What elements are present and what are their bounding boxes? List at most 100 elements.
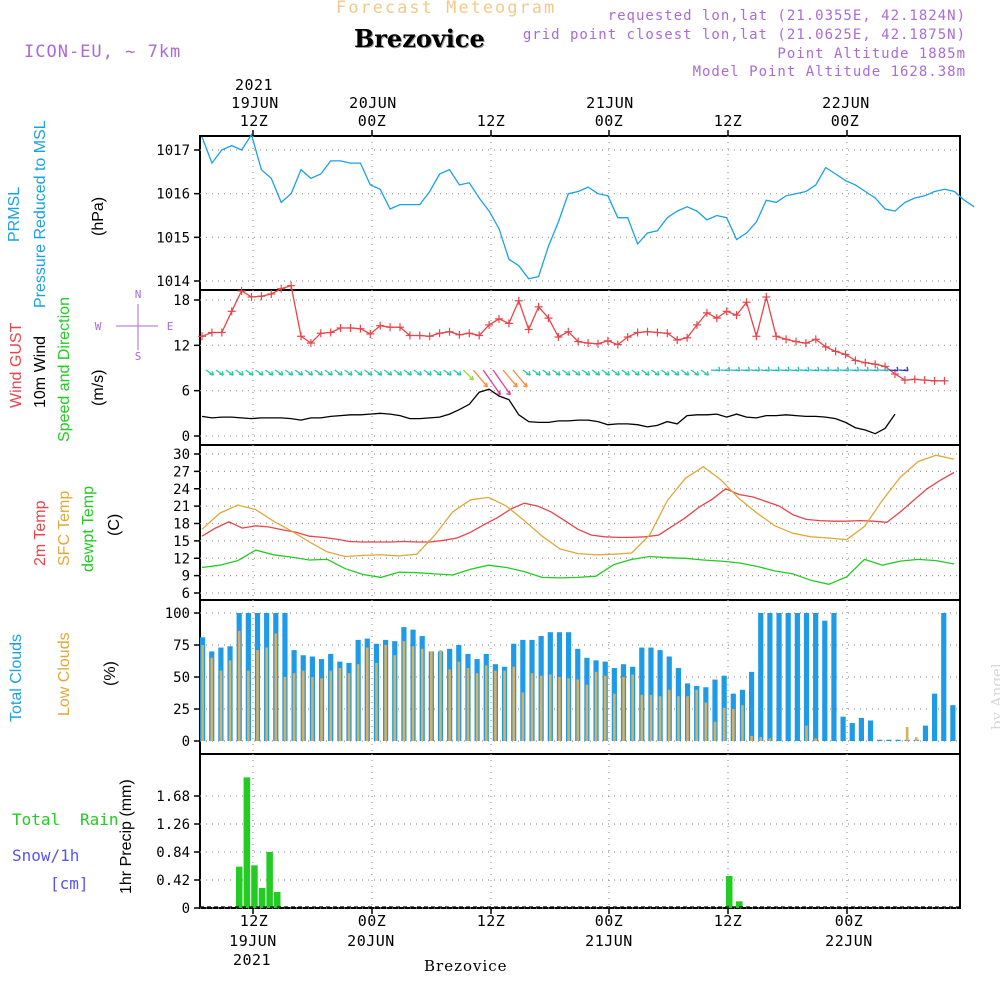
bar-low-clouds-38 [549, 674, 552, 741]
bar-low-clouds-16 [347, 673, 351, 741]
bar-low-clouds-15 [338, 668, 342, 741]
bar-low-clouds-7 [265, 647, 268, 741]
bar-low-clouds-57 [722, 707, 726, 741]
bar-low-clouds-67 [814, 738, 817, 741]
wind-arrow-head-b-10 [310, 371, 314, 376]
bar-total-clouds-61 [758, 613, 764, 741]
ytick-label-pressure-3: 1017 [156, 143, 190, 159]
bar-rain-11 [258, 888, 266, 908]
wind-arrow-head-b-64 [846, 366, 850, 371]
compass-compass_s: S [135, 350, 142, 363]
bottom-axis-label-hour-4: 00Z [594, 912, 624, 930]
panel-frame-precip [199, 753, 961, 909]
bar-low-clouds-66 [805, 725, 808, 741]
wind-arrow-head-b-66 [866, 366, 869, 371]
wind-arrow-31 [512, 369, 528, 388]
series-line-temperature-0 [201, 471, 955, 543]
ytick-label-wind-1: 6 [182, 384, 190, 400]
snow-label: Snow/1h [12, 846, 80, 865]
footer-location: Brezovice [424, 957, 508, 975]
bar-low-clouds-32 [494, 670, 497, 741]
bar-low-clouds-8 [274, 633, 278, 741]
ytick-label-clouds-2: 50 [173, 670, 190, 686]
bar-low-clouds-2 [219, 670, 223, 741]
bar-low-clouds-22 [402, 641, 406, 741]
rain-label-total: Total [12, 810, 61, 829]
bar-low-clouds-5 [247, 670, 250, 741]
top-axis-label-date-6: 22JUN [822, 94, 870, 112]
bar-rain-9 [243, 777, 251, 908]
wind-arrow-head-b-14 [350, 371, 353, 376]
bar-total-clouds-67 [813, 613, 819, 741]
ytick-label-pressure-1: 1015 [156, 230, 190, 246]
wind-arrow-head-b-61 [817, 366, 820, 371]
bar-low-clouds-39 [558, 677, 561, 741]
ytick-label-precip-3: 1.26 [156, 817, 190, 833]
wind-arrow-head-b-6 [271, 371, 274, 376]
bar-low-clouds-18 [366, 647, 369, 741]
bar-low-clouds-14 [329, 670, 332, 741]
bar-total-clouds-63 [776, 613, 782, 741]
top-axis-label-date-2: 20JUN [349, 94, 397, 112]
bar-total-clouds-56 [712, 679, 718, 741]
wind-arrow-head-b-35 [558, 371, 561, 376]
wind-arrow-head-b-34 [548, 371, 551, 376]
top-axis-label-hour-6: 00Z [830, 112, 860, 130]
wind-arrow-head-b-51 [718, 366, 721, 371]
wind-arrow-head-b-50 [706, 371, 710, 376]
wind-arrow-head-b-63 [837, 366, 840, 371]
gridpoint-coords: grid point closest lon,lat (21.0625E, 42… [522, 27, 966, 43]
ytick-label-precip-4: 1.68 [156, 789, 190, 805]
wind-arrow-head-b-68 [886, 366, 889, 371]
wind-arrow-head-b-15 [360, 371, 363, 376]
wind-arrow-head-b-43 [637, 371, 640, 376]
bar-low-clouds-26 [439, 650, 442, 741]
bar-low-clouds-62 [768, 738, 772, 741]
bar-low-clouds-29 [466, 668, 470, 741]
wind-arrow-head-b-29 [508, 390, 511, 395]
bar-low-clouds-17 [356, 664, 360, 741]
ytick-label-temperature-5: 21 [173, 499, 190, 515]
bar-total-clouds-71 [849, 723, 855, 741]
bar-low-clouds-20 [384, 645, 387, 741]
bar-low-clouds-23 [411, 646, 415, 741]
wind-arrow-30 [502, 369, 518, 388]
bottom-axis-label-hour-6: 00Z [834, 912, 864, 930]
ytick-label-clouds-0: 0 [182, 734, 190, 750]
bottom-axis-label-hour-2: 00Z [357, 912, 387, 930]
wind-arrow-head-b-58 [787, 366, 790, 371]
bar-low-clouds-36 [530, 673, 534, 741]
ytick-label-wind-3: 18 [173, 293, 190, 309]
wind-arrow-head-b-20 [409, 371, 413, 376]
bar-low-clouds-1 [210, 657, 214, 741]
bar-low-clouds-12 [311, 677, 314, 741]
wind-arrow-head-b-12 [330, 371, 333, 376]
bottom-axis-label-date-1: 19JUN [229, 932, 277, 950]
bar-low-clouds-6 [256, 650, 259, 741]
wind-arrow-head-b-56 [767, 366, 770, 371]
bar-total-clouds-81 [941, 613, 947, 741]
wind-arrow-head-b-0 [211, 371, 215, 376]
bar-rain-12 [266, 852, 273, 908]
bottom-axis-label-year: 2021 [232, 951, 272, 969]
wind-arrow-head-b-39 [597, 371, 601, 376]
bottom-axis-label-hour-1: 12Z [239, 912, 269, 930]
wind-arrow-head-b-21 [419, 371, 422, 376]
top-axis-label-year: 2021 [234, 76, 274, 94]
wind-arrow-head-b-28 [498, 390, 502, 395]
wind-arrow-head-b-52 [728, 366, 731, 371]
bar-low-clouds-24 [420, 648, 424, 741]
bottom-axis-label-date-4: 21JUN [585, 932, 633, 950]
bar-total-clouds-79 [922, 725, 929, 741]
bar-low-clouds-49 [649, 694, 653, 741]
bar-total-clouds-49 [648, 647, 654, 741]
bar-low-clouds-44 [603, 675, 607, 741]
top-axis-label-hour-3: 12Z [476, 112, 506, 130]
top-axis-label-hour-2: 00Z [357, 112, 387, 130]
wind-arrow-head-b-16 [370, 371, 373, 376]
wind-arrow-27 [472, 369, 488, 388]
ytick-label-temperature-1: 9 [182, 569, 190, 585]
bar-rain-10 [251, 865, 258, 908]
wind-arrow-29 [492, 369, 511, 395]
ytick-label-precip-2: 0.84 [156, 845, 190, 861]
